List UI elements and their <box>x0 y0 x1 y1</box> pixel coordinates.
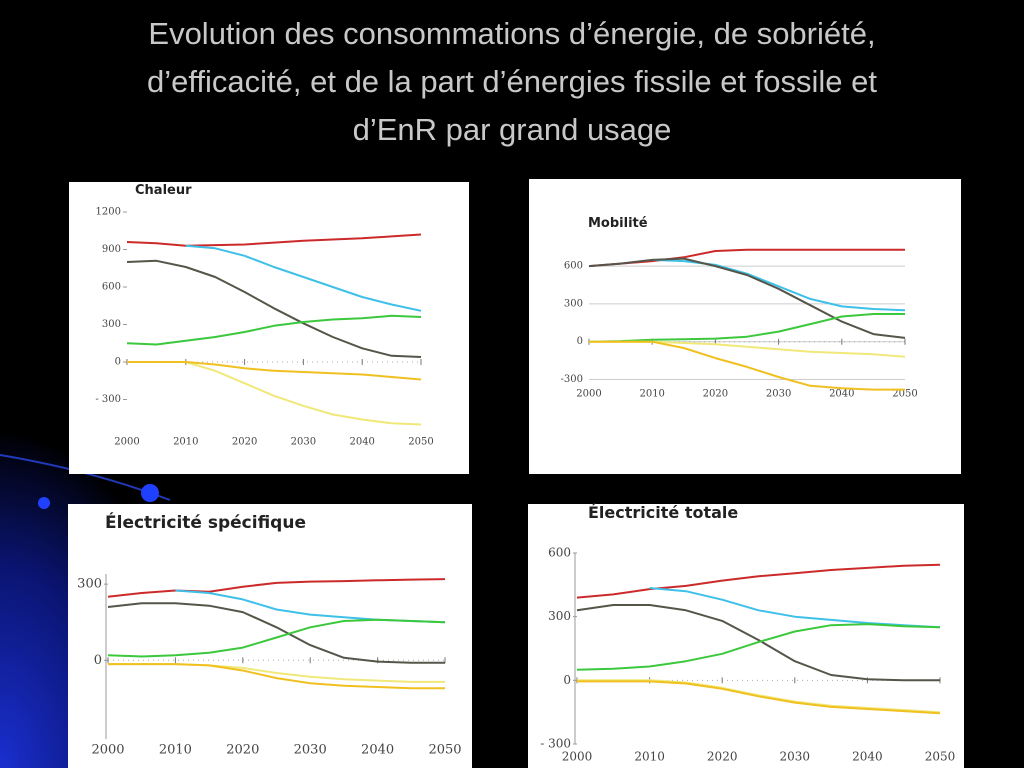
slide-title: Evolution des consommations d’énergie, d… <box>147 16 877 147</box>
x-tick-label: 2030 <box>294 743 327 758</box>
series-line <box>127 361 422 381</box>
x-tick-label: 2020 <box>703 389 728 400</box>
chart-title: Électricité totale <box>588 503 738 522</box>
y-tick-label: 300 <box>102 319 121 330</box>
series-line <box>652 258 906 312</box>
x-tick-label: 2000 <box>576 389 601 400</box>
x-tick-label: 2000 <box>562 750 593 764</box>
series-line <box>107 602 445 664</box>
x-tick-label: 2000 <box>91 743 124 758</box>
series-line <box>126 259 422 358</box>
y-tick-label: -300 <box>561 374 583 385</box>
x-tick-label: 2010 <box>639 389 664 400</box>
panel-background <box>68 504 472 768</box>
swoosh-dot <box>38 497 50 509</box>
x-tick-label: 2050 <box>925 750 956 764</box>
series-line <box>576 563 941 599</box>
series-line <box>126 314 422 346</box>
x-tick-label: 2040 <box>349 437 374 448</box>
x-tick-label: 2030 <box>780 750 811 764</box>
series-line <box>589 340 905 391</box>
x-tick-label: 2030 <box>291 437 316 448</box>
series-line <box>107 578 446 598</box>
y-tick-label: 300 <box>77 577 102 592</box>
chart-title: Chaleur <box>135 183 192 198</box>
y-tick-label: 600 <box>102 282 121 293</box>
y-tick-label: 0 <box>94 653 102 668</box>
x-tick-label: 2020 <box>226 743 259 758</box>
chart-title: Électricité spécifique <box>105 511 306 533</box>
x-tick-label: 2050 <box>408 437 433 448</box>
y-tick-label: 900 <box>102 244 121 255</box>
chart-panel: Chaleur 1200 900 600 300 0 - 300 2000 2010 2020 20… <box>69 182 469 474</box>
panel-background <box>69 182 469 474</box>
x-tick-label: 2030 <box>766 389 791 400</box>
x-tick-label: 2040 <box>829 389 854 400</box>
x-tick-label: 2000 <box>114 437 139 448</box>
y-tick-label: 0 <box>115 357 121 368</box>
chart-panel: Électricité spécifique 300 0 2000 2010 2020 20… <box>68 504 472 768</box>
x-tick-label: 2020 <box>232 437 257 448</box>
y-tick-label: 1200 <box>96 207 121 218</box>
x-tick-label: 2040 <box>361 743 394 758</box>
x-tick-label: 2050 <box>428 743 461 758</box>
y-tick-label: - 300 <box>95 394 121 405</box>
x-tick-label: 2020 <box>707 750 738 764</box>
chart-panel: Mobilité 600 300 0 -300 2000 2010 2020 2030 2040 2… <box>529 179 961 474</box>
series-line <box>577 679 941 714</box>
series-line <box>588 313 905 343</box>
y-tick-label: 300 <box>564 298 583 309</box>
series-line <box>108 663 445 690</box>
y-tick-label: 600 <box>548 546 571 560</box>
chart-title: Mobilité <box>588 216 648 231</box>
y-tick-label: 0 <box>577 336 583 347</box>
y-tick-label: 0 <box>563 673 571 687</box>
panel-background <box>528 504 964 768</box>
x-tick-label: 2010 <box>634 750 665 764</box>
series-line <box>649 587 941 629</box>
series-line <box>576 623 941 671</box>
x-tick-label: 2040 <box>852 750 883 764</box>
series-line <box>588 257 906 339</box>
x-tick-label: 2010 <box>173 437 198 448</box>
series-line <box>577 680 941 715</box>
panel-background <box>529 179 961 474</box>
y-tick-label: - 300 <box>540 737 571 751</box>
x-tick-label: 2010 <box>159 743 192 758</box>
swoosh-dot <box>141 484 159 502</box>
series-line <box>185 244 422 312</box>
y-tick-label: 600 <box>564 261 583 272</box>
series-line <box>107 618 446 658</box>
x-tick-label: 2050 <box>892 389 917 400</box>
series-line <box>576 604 940 682</box>
y-tick-label: 300 <box>548 609 571 623</box>
series-line <box>126 233 422 247</box>
